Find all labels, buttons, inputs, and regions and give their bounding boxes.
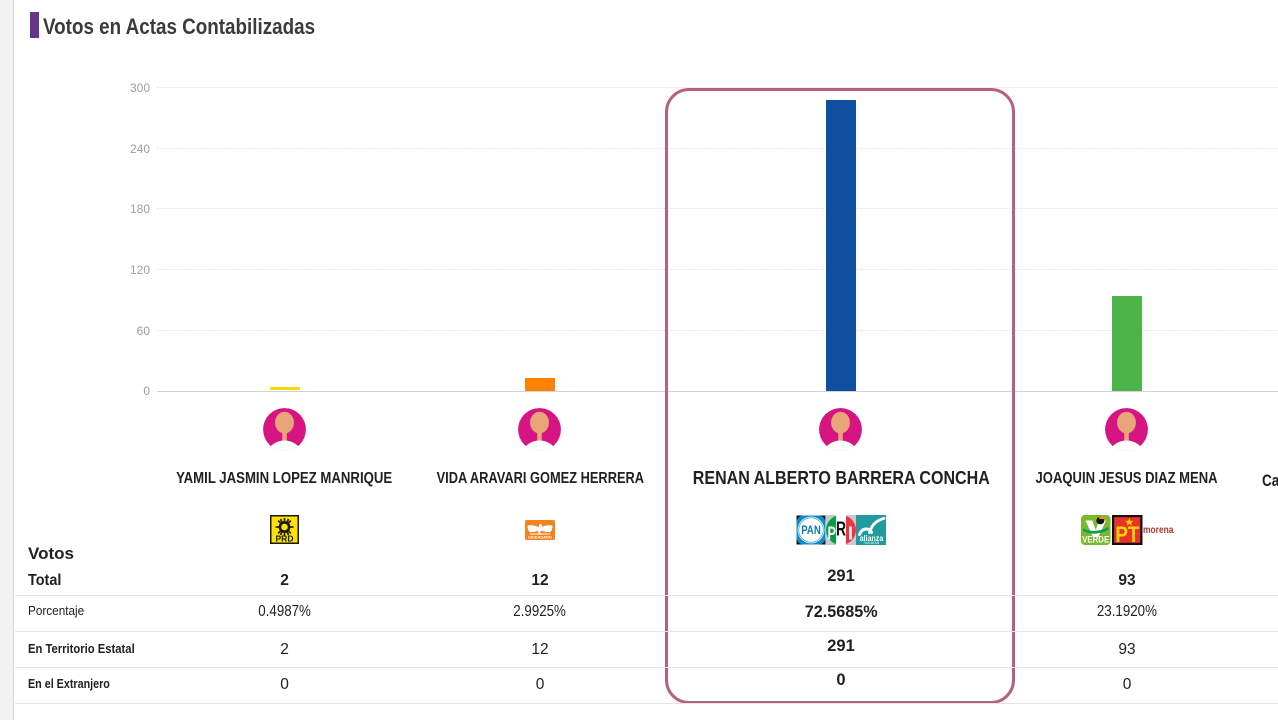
svg-text:YUCATÁN: YUCATÁN bbox=[864, 541, 880, 545]
svg-text:CIUDADANO: CIUDADANO bbox=[528, 535, 552, 540]
svg-text:I: I bbox=[848, 524, 853, 544]
svg-text:PRD: PRD bbox=[276, 534, 294, 544]
svg-text:morena: morena bbox=[1143, 524, 1174, 536]
svg-text:PT: PT bbox=[1115, 522, 1139, 545]
svg-text:PAN: PAN bbox=[801, 523, 821, 537]
svg-text:VERDE: VERDE bbox=[1082, 534, 1109, 544]
svg-text:R: R bbox=[836, 519, 846, 541]
svg-text:MOVIMIENTO: MOVIMIENTO bbox=[530, 532, 550, 536]
svg-text:P: P bbox=[828, 524, 837, 544]
svg-text:alianza: alianza bbox=[860, 533, 884, 543]
